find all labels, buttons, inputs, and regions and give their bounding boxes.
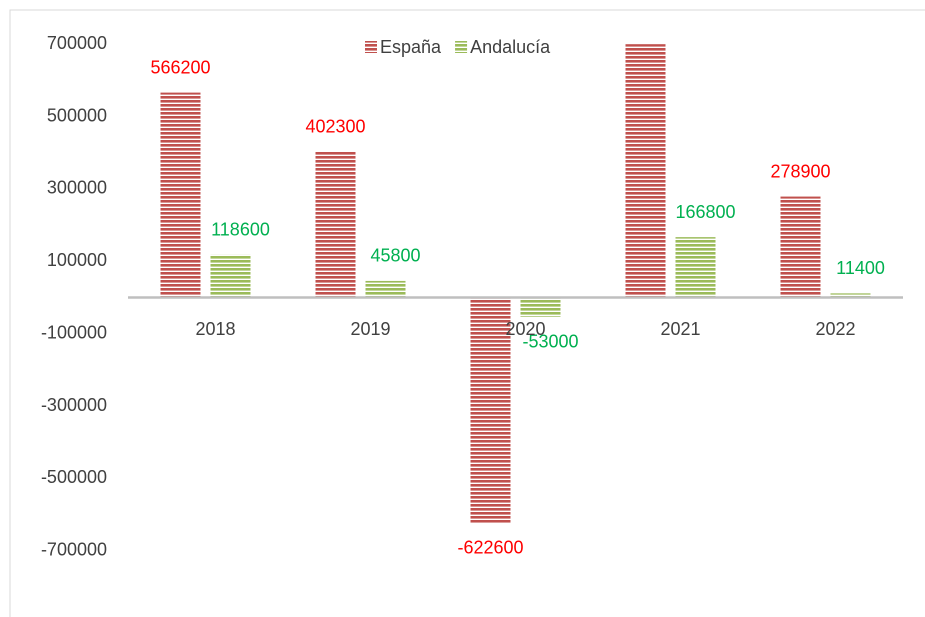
x-tick-label: 2019 [350,319,390,339]
y-tick-label: -500000 [41,467,107,487]
data-label: 118600 [211,219,270,239]
data-label: 11400 [836,258,885,278]
bar [830,293,871,298]
plot-area: 566200 118600 402300 45800 -622600 -53000 7000… [150,9,885,558]
bar [365,280,406,298]
bar [780,196,821,298]
y-tick-label: -100000 [41,322,107,342]
y-tick-label: 100000 [47,250,107,270]
bar [625,44,666,298]
y-tick-label: 500000 [47,105,107,125]
legend-label: España [380,37,442,57]
y-tick-label: 700000 [47,33,107,53]
legend-label: Andalucía [470,37,551,57]
data-label: 700000 [615,9,675,29]
data-label: 566200 [150,57,210,77]
bar [520,297,561,317]
bar [160,92,201,298]
chart-frame [9,9,925,617]
data-label: -53000 [522,331,578,351]
bar [675,237,716,298]
x-tick-label: 2021 [660,319,700,339]
x-tick-label: 2020 [505,319,545,339]
y-tick-label: -300000 [41,395,107,415]
data-label: 278900 [770,161,830,181]
legend-swatch [455,41,468,53]
bar [315,151,356,298]
y-tick-label: 300000 [47,178,107,198]
data-label: -622600 [457,538,523,558]
data-label: 166800 [675,202,735,222]
y-tick-label: -700000 [41,540,107,560]
bar [470,297,511,523]
data-label: 402300 [305,117,365,137]
bar [210,254,251,298]
x-tick-label: 2022 [815,319,855,339]
x-tick-label: 2018 [195,319,235,339]
legend-swatch [365,41,377,53]
data-label: 45800 [370,246,420,266]
